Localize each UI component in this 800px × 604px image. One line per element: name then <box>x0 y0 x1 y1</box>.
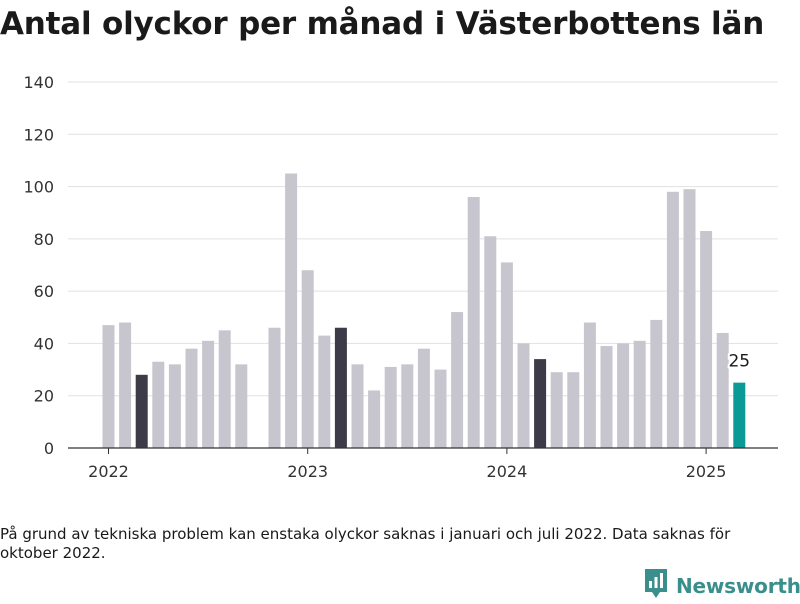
bar-2023-02 <box>318 335 331 448</box>
x-tick-label: 2022 <box>88 462 129 481</box>
brand-name: Newsworthy <box>676 574 800 598</box>
y-tick-label: 100 <box>23 178 54 197</box>
bar-2022-11 <box>268 327 281 448</box>
y-tick-label: 0 <box>44 439 54 458</box>
chart-title: Antal olyckor per månad i Västerbottens … <box>0 6 765 42</box>
bar-2023-10 <box>451 312 464 448</box>
data-labels: 25 <box>726 350 752 374</box>
bar-2023-03 <box>334 327 347 448</box>
bar-2023-01 <box>301 270 314 448</box>
x-tick-label: 2025 <box>686 462 727 481</box>
bar-2022-06 <box>185 348 198 448</box>
bar-2025-01 <box>700 231 713 448</box>
bars <box>102 173 746 449</box>
bar-2022-04 <box>152 361 165 448</box>
bar-2023-06 <box>384 366 397 448</box>
bar-2024-08 <box>617 343 630 448</box>
footnote: På grund av tekniska problem kan enstaka… <box>0 525 731 562</box>
bar-2023-08 <box>417 348 430 448</box>
bar-2025-03 <box>733 382 746 448</box>
bar-2023-09 <box>434 369 447 448</box>
bar-2024-01 <box>500 262 513 448</box>
brand-logo: Newsworthy <box>644 568 800 604</box>
bar-2024-07 <box>600 346 613 448</box>
bar-2022-02 <box>119 322 132 448</box>
y-tick-label: 120 <box>23 125 54 144</box>
y-axis-tick-labels: 0 20 40 60 80 100 120 140 <box>23 73 54 458</box>
y-tick-label: 40 <box>34 334 54 353</box>
bar-2024-03 <box>534 359 547 448</box>
y-tick-label: 80 <box>34 230 54 249</box>
y-tick-label: 140 <box>23 73 54 92</box>
data-label: 25 <box>728 352 750 372</box>
bar-2024-11 <box>666 191 679 449</box>
bar-2022-05 <box>168 364 181 448</box>
bar-2024-10 <box>650 319 663 448</box>
bar-2024-04 <box>550 372 563 448</box>
bar-2024-12 <box>683 189 696 448</box>
bar-chart: 0 20 40 60 80 100 120 140 2022 2023 2024 2025 25 <box>23 73 778 481</box>
bar-2022-12 <box>285 173 298 448</box>
bar-2024-06 <box>583 322 596 448</box>
x-axis-tick-labels: 2022 2023 2024 2025 <box>88 448 726 481</box>
newsworthy-logo-icon <box>644 568 668 604</box>
bar-2022-09 <box>235 364 248 448</box>
bar-2024-05 <box>567 372 580 448</box>
bar-2023-11 <box>467 197 480 448</box>
x-tick-label: 2024 <box>487 462 528 481</box>
bar-2022-03 <box>135 374 148 448</box>
y-tick-label: 20 <box>34 387 54 406</box>
bar-2024-09 <box>633 340 646 448</box>
bar-2023-04 <box>351 364 364 448</box>
bar-2023-07 <box>401 364 414 448</box>
bar-2023-12 <box>484 236 497 448</box>
bar-2025-02 <box>716 332 729 448</box>
bar-2022-08 <box>218 330 231 448</box>
bar-2022-01 <box>102 325 115 448</box>
bar-2022-07 <box>202 340 215 448</box>
x-tick-label: 2023 <box>287 462 328 481</box>
bar-2023-05 <box>368 390 381 448</box>
bar-2024-02 <box>517 343 530 448</box>
y-tick-label: 60 <box>34 282 54 301</box>
